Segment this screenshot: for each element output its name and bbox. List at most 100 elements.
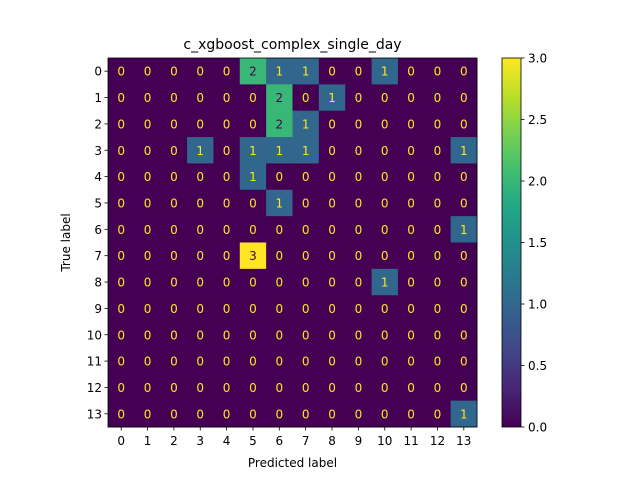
heatmap-cell xyxy=(108,58,135,85)
heatmap-cell-value: 0 xyxy=(196,249,204,263)
heatmap-cell-value: 0 xyxy=(355,276,363,290)
heatmap-cell-value: 0 xyxy=(407,302,415,316)
heatmap-cell-value: 0 xyxy=(407,117,415,131)
heatmap-cell-value: 0 xyxy=(170,407,178,421)
heatmap-cell xyxy=(213,84,241,112)
heatmap-cell-value: 0 xyxy=(223,276,231,290)
heatmap-cell xyxy=(397,110,425,138)
y-tick-label: 11 xyxy=(87,355,102,369)
heatmap-cell-value: 0 xyxy=(434,170,442,184)
heatmap-cell-value: 0 xyxy=(117,355,125,369)
heatmap-cell xyxy=(397,400,425,428)
y-tick-label: 6 xyxy=(94,223,102,237)
heatmap-cell xyxy=(239,216,267,243)
heatmap-cell-value: 0 xyxy=(196,117,204,131)
heatmap-cell xyxy=(450,374,478,402)
heatmap-cell-value: 0 xyxy=(117,223,125,237)
heatmap-cell-value: 0 xyxy=(276,223,284,237)
heatmap-cell-value: 0 xyxy=(407,91,415,105)
heatmap-cell xyxy=(134,268,162,296)
heatmap-cell xyxy=(239,321,267,349)
heatmap-cell-value: 0 xyxy=(117,117,125,131)
heatmap-cell-value: 0 xyxy=(355,407,363,421)
heatmap-cell xyxy=(213,163,241,191)
heatmap-cell xyxy=(213,137,241,164)
colorbar-tick-label: 2.0 xyxy=(528,175,547,189)
heatmap-cell-value: 1 xyxy=(302,65,310,79)
heatmap-cell-value: 0 xyxy=(460,117,468,131)
heatmap-cell-value: 2 xyxy=(276,91,284,105)
heatmap-cell xyxy=(292,374,320,402)
y-tick-label: 4 xyxy=(94,170,102,184)
heatmap-cell xyxy=(239,189,267,217)
heatmap-cell xyxy=(187,268,214,296)
heatmap-cell-value: 0 xyxy=(328,117,336,131)
heatmap-cell-value: 0 xyxy=(223,144,231,158)
heatmap-cell-value: 0 xyxy=(144,144,152,158)
heatmap-cell xyxy=(450,84,478,112)
heatmap-cell xyxy=(424,400,452,428)
heatmap-cell-value: 0 xyxy=(302,223,310,237)
heatmap-cell-value: 0 xyxy=(144,196,152,210)
heatmap-cell xyxy=(266,321,293,349)
heatmap-cell-value: 0 xyxy=(117,170,125,184)
heatmap-cell xyxy=(424,163,452,191)
heatmap-cell-value: 0 xyxy=(223,65,231,79)
heatmap-cell-value: 1 xyxy=(276,65,284,79)
heatmap-cell-value: 1 xyxy=(276,144,284,158)
heatmap-cell xyxy=(108,216,135,243)
heatmap-cell xyxy=(345,84,372,112)
heatmap-cell xyxy=(213,321,241,349)
heatmap-cell-value: 0 xyxy=(434,65,442,79)
heatmap-cell-value: 0 xyxy=(460,170,468,184)
heatmap-cell-value: 0 xyxy=(434,328,442,342)
heatmap-cell-value: 0 xyxy=(381,249,389,263)
heatmap-cell-value: 0 xyxy=(407,328,415,342)
heatmap-cell-value: 0 xyxy=(223,91,231,105)
heatmap-cell xyxy=(187,189,214,217)
heatmap-cell-value: 0 xyxy=(276,302,284,316)
heatmap-cell-value: 0 xyxy=(407,65,415,79)
heatmap-cell xyxy=(239,163,267,191)
heatmap-cell-value: 0 xyxy=(223,407,231,421)
heatmap-cell-value: 0 xyxy=(355,170,363,184)
heatmap-cell xyxy=(108,400,135,428)
heatmap-cell-value: 0 xyxy=(170,117,178,131)
heatmap-cell xyxy=(239,84,267,112)
heatmap-cell-value: 0 xyxy=(302,196,310,210)
heatmap-cell-value: 0 xyxy=(407,276,415,290)
heatmap-cell xyxy=(424,268,452,296)
heatmap-cell xyxy=(187,58,214,85)
heatmap-cell xyxy=(318,295,346,322)
heatmap-cell xyxy=(292,110,320,138)
heatmap-cell-value: 0 xyxy=(460,381,468,395)
heatmap-cell xyxy=(160,268,188,296)
heatmap-cell-value: 0 xyxy=(381,355,389,369)
heatmap-cell xyxy=(292,189,320,217)
heatmap-cell xyxy=(292,321,320,349)
y-tick-label: 10 xyxy=(87,328,102,342)
heatmap-cell xyxy=(424,84,452,112)
heatmap-cell-value: 0 xyxy=(381,328,389,342)
heatmap-cell xyxy=(397,295,425,322)
y-tick-label: 7 xyxy=(94,249,102,263)
heatmap-cell-value: 0 xyxy=(407,249,415,263)
heatmap-cell xyxy=(450,58,478,85)
heatmap-cell xyxy=(318,58,346,85)
heatmap-cell-value: 0 xyxy=(249,302,257,316)
heatmap-cell xyxy=(108,268,135,296)
heatmap-cell-value: 1 xyxy=(460,144,468,158)
heatmap-cell-value: 0 xyxy=(460,65,468,79)
heatmap-cell-value: 0 xyxy=(434,91,442,105)
heatmap-cell-value: 0 xyxy=(407,407,415,421)
heatmap-cell xyxy=(266,400,293,428)
heatmap-cell xyxy=(134,189,162,217)
heatmap-cell-value: 0 xyxy=(434,117,442,131)
heatmap-cell-value: 0 xyxy=(355,223,363,237)
heatmap-cell-value: 0 xyxy=(407,381,415,395)
y-tick-label: 3 xyxy=(94,144,102,158)
heatmap-cell xyxy=(397,321,425,349)
heatmap-cell xyxy=(371,347,399,375)
heatmap-cell xyxy=(345,137,372,164)
heatmap-cell xyxy=(397,242,425,270)
